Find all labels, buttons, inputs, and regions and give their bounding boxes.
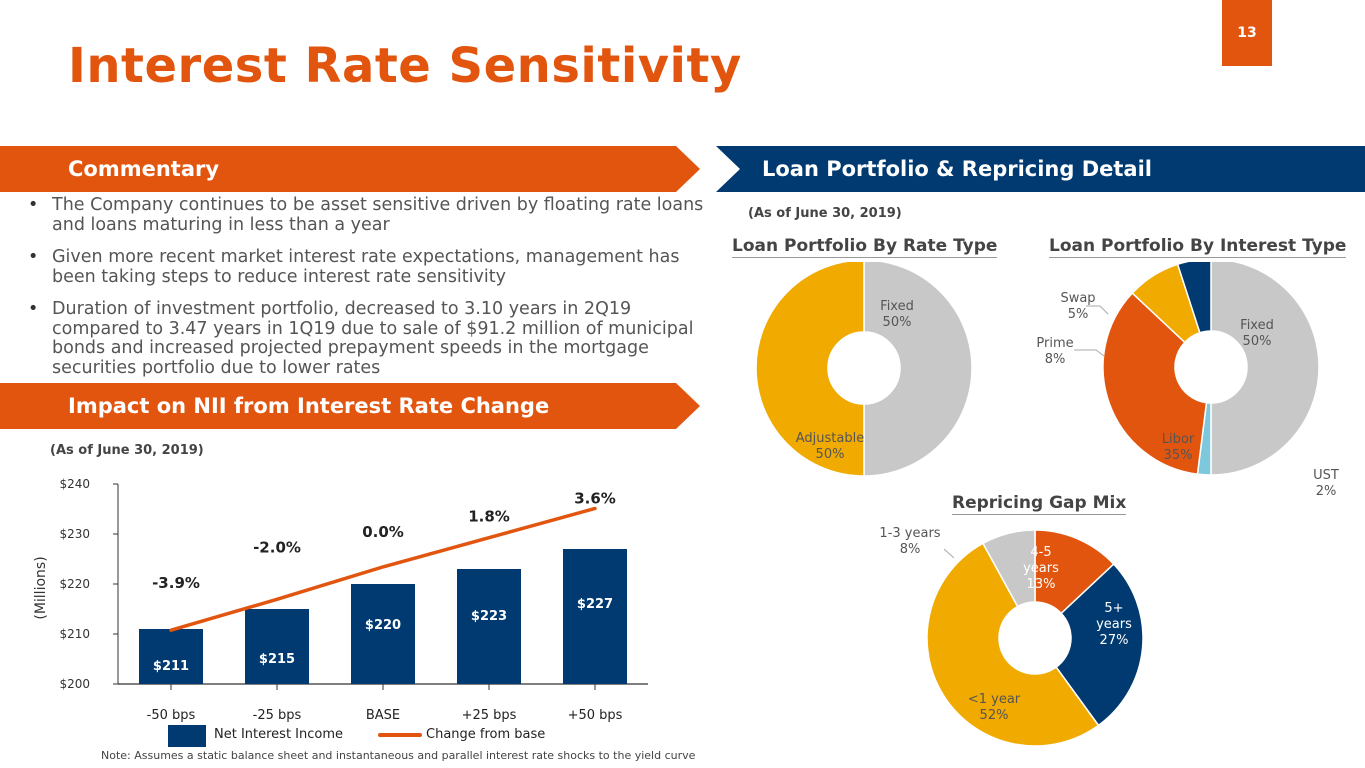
pie-slice: [1034, 529, 1115, 615]
pie-slice: [755, 262, 865, 477]
commentary-bullets: The Company continues to be asset sensit…: [28, 195, 708, 391]
bar-value-label: $215: [259, 652, 295, 667]
line-value-label: 1.8%: [468, 508, 510, 526]
pie-slice-value: 8%: [900, 542, 921, 557]
pie-slice-label: Fixed: [880, 299, 914, 314]
pie-slice-value: 50%: [883, 315, 912, 330]
pie-slice-value: 5%: [1068, 307, 1089, 322]
line-value-label: 0.0%: [362, 523, 404, 541]
legend-swatch-nii: [168, 725, 206, 747]
nii-heading: Impact on NII from Interest Rate Change: [68, 394, 550, 418]
pie-slice-label: Swap: [1060, 291, 1095, 306]
pie-slice: [1210, 262, 1320, 476]
commentary-bullet: Duration of investment portfolio, decrea…: [28, 299, 708, 378]
pie-slice-label: <1 year: [968, 692, 1021, 707]
x-tick-label: +50 bps: [568, 708, 623, 723]
y-tick-label: $240: [59, 477, 90, 491]
leader-line: [1074, 349, 1105, 357]
pie-slice-label: years: [1023, 561, 1059, 576]
bar-net-interest-income: [139, 629, 203, 684]
bar-net-interest-income: [351, 584, 415, 684]
nii-footnote: Note: Assumes a static balance sheet and…: [101, 749, 696, 762]
pie-slice: [1055, 563, 1144, 727]
interest-type-title: Loan Portfolio By Interest Type: [1049, 236, 1347, 258]
pie-slice-value: 27%: [1100, 633, 1129, 648]
y-tick-label: $200: [59, 677, 90, 691]
pie-slice: [981, 529, 1036, 608]
pie-slice-value: 50%: [816, 447, 845, 462]
pie-slice: [926, 542, 1100, 747]
pie-slice-label: years: [1096, 617, 1132, 632]
pie-slice-value: 35%: [1164, 448, 1193, 463]
pie-slice-value: 50%: [1243, 334, 1272, 349]
line-value-label: -3.9%: [152, 574, 200, 592]
legend-label-change: Change from base: [426, 727, 545, 742]
commentary-banner: Commentary: [0, 146, 700, 192]
leader-line: [943, 548, 955, 559]
bar-value-label: $227: [577, 597, 613, 612]
bar-net-interest-income: [457, 569, 521, 684]
bar-value-label: $211: [153, 659, 189, 674]
page-title: Interest Rate Sensitivity: [68, 38, 742, 94]
leader-line: [1086, 305, 1109, 315]
commentary-heading: Commentary: [68, 157, 220, 181]
x-tick-label: -50 bps: [147, 708, 196, 723]
pie-slice-value: 2%: [1316, 484, 1337, 499]
commentary-bullet: Given more recent market interest rate e…: [28, 247, 708, 287]
loan-portfolio-banner: Loan Portfolio & Repricing Detail: [716, 146, 1365, 192]
x-tick-label: +25 bps: [462, 708, 517, 723]
pie-slice-label: Prime: [1036, 336, 1073, 351]
pie-slice-label: Adjustable: [796, 431, 864, 446]
loan-as-of: (As of June 30, 2019): [748, 206, 902, 221]
pie-slice-label: Fixed: [1240, 318, 1274, 333]
pie-slice: [1102, 292, 1208, 475]
y-tick-label: $210: [59, 627, 90, 641]
nii-chart: $200 $210 $220 $230 $240 (Millions) $211 -50 bp…: [33, 477, 648, 747]
rate-type-title: Loan Portfolio By Rate Type: [732, 236, 998, 258]
pie-slice-label: 4-5: [1030, 545, 1051, 560]
bar-value-label: $220: [365, 618, 401, 633]
legend-label-nii: Net Interest Income: [214, 727, 343, 742]
x-tick-label: -25 bps: [253, 708, 302, 723]
bar-value-label: $223: [471, 609, 507, 624]
page-number-badge: 13: [1222, 0, 1272, 66]
loan-portfolio-heading: Loan Portfolio & Repricing Detail: [762, 157, 1152, 181]
pie-slice: [1176, 262, 1212, 334]
line-value-label: -2.0%: [253, 538, 301, 556]
bar-net-interest-income: [563, 549, 627, 684]
y-tick-label: $220: [59, 577, 90, 591]
pie-slice-value: 8%: [1045, 352, 1066, 367]
nii-banner: Impact on NII from Interest Rate Change: [0, 383, 700, 429]
pie-slice-label: 1-3 years: [879, 526, 940, 541]
nii-as-of: (As of June 30, 2019): [50, 443, 204, 458]
repricing-gap-title: Repricing Gap Mix: [952, 493, 1127, 515]
x-tick-label: BASE: [366, 708, 400, 723]
y-tick-label: $230: [59, 527, 90, 541]
pie-slice-value: 13%: [1027, 577, 1056, 592]
line-value-label: 3.6%: [574, 489, 616, 507]
pie-slice-label: UST: [1313, 468, 1339, 483]
pie-slice-label: Libor: [1162, 432, 1195, 447]
y-axis-title: (Millions): [33, 556, 49, 619]
bar-net-interest-income: [245, 609, 309, 684]
pie-slice-label: 5+: [1104, 601, 1123, 616]
pie-slice-value: 52%: [980, 708, 1009, 723]
commentary-bullet: The Company continues to be asset sensit…: [28, 195, 708, 235]
pie-slice: [863, 262, 973, 477]
